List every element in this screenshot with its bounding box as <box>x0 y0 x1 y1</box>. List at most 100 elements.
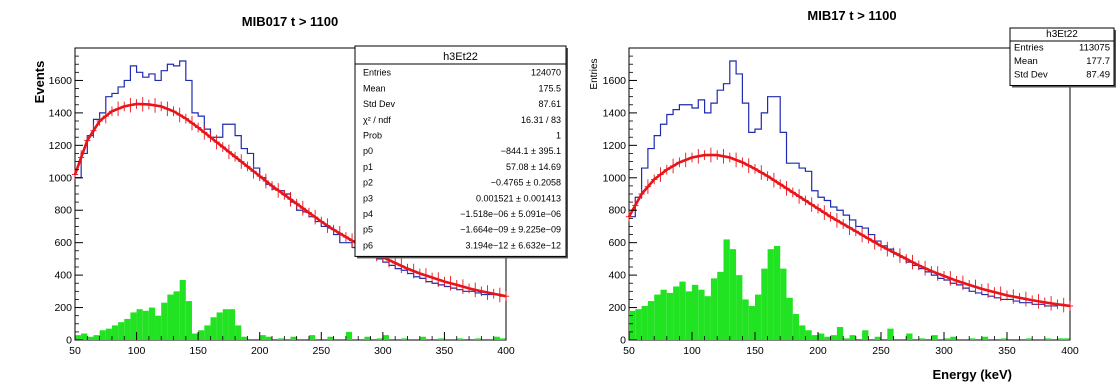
green-bar <box>981 336 989 340</box>
x-tick-label: 50 <box>69 345 81 357</box>
green-bar <box>204 325 211 340</box>
y-tick-label: 0 <box>620 335 626 347</box>
green-bar <box>382 335 390 340</box>
stats-row-label: Std Dev <box>363 99 396 109</box>
green-bar <box>1000 338 1007 340</box>
stats-row-label: Std Dev <box>1014 70 1048 81</box>
stats-row-value: 3.194e−12 ± 6.632e−12 <box>465 240 561 250</box>
green-bar <box>874 336 881 340</box>
y-tick-label: 200 <box>608 302 626 314</box>
green-bar <box>736 275 743 340</box>
y-tick-label: 1600 <box>49 75 73 87</box>
green-bar <box>792 314 800 340</box>
green-bar <box>222 309 229 340</box>
green-bar <box>748 305 755 340</box>
green-bar <box>438 338 445 340</box>
green-bar <box>345 331 353 340</box>
red-fit-curve <box>73 102 507 298</box>
stats-row-label: p2 <box>363 178 373 188</box>
stats-row-label: p4 <box>363 209 373 219</box>
green-bar <box>161 302 168 340</box>
green-bar <box>93 335 100 340</box>
green-bar <box>148 307 156 340</box>
green-bar <box>118 322 125 340</box>
green-bar <box>836 327 844 340</box>
green-bar <box>679 281 686 340</box>
green-bar <box>105 328 112 340</box>
x-tick-label: 400 <box>1061 345 1079 357</box>
green-bar <box>259 335 266 340</box>
green-bar <box>308 335 316 340</box>
stats-row-value: −1.518e−06 ± 5.091e−06 <box>460 209 561 219</box>
green-bar <box>419 336 426 340</box>
green-bar <box>830 335 837 340</box>
green-bar <box>698 289 705 340</box>
stats-row-value: 0.001521 ± 0.001413 <box>476 193 561 203</box>
y-tick-label: 400 <box>608 270 626 282</box>
green-bar <box>944 338 951 340</box>
y-tick-label: 1600 <box>603 75 627 87</box>
y-axis-label: Entries <box>589 58 600 89</box>
chart-right: MIB17 t > 1100 Entries 50 100 150 200 250 300 35… <box>589 8 1116 357</box>
stats-row-label: χ² / ndf <box>363 115 391 125</box>
green-bar <box>717 271 724 340</box>
green-bar <box>191 333 199 340</box>
x-tick-label: 50 <box>623 345 635 357</box>
stats-row-label: Mean <box>1014 56 1038 67</box>
green-bar <box>130 312 137 340</box>
y-tick-label: 1200 <box>603 140 627 152</box>
stats-row-label: p3 <box>363 193 373 203</box>
stats-row-label: p6 <box>363 240 373 250</box>
green-bar <box>1044 338 1052 340</box>
x-tick-label: 150 <box>746 345 764 357</box>
green-bar <box>136 309 143 340</box>
green-bar <box>235 325 242 340</box>
green-bar <box>773 245 781 340</box>
green-bar <box>327 336 334 340</box>
green-bar <box>887 328 894 340</box>
x-tick-label: 250 <box>872 345 890 357</box>
y-tick-label: 800 <box>54 205 72 217</box>
stats-row-value: 175.5 <box>538 83 561 93</box>
y-tick-label: 200 <box>54 302 72 314</box>
x-tick-label: 100 <box>128 345 146 357</box>
green-bar <box>142 310 149 340</box>
green-bar <box>950 336 957 340</box>
green-bar <box>290 336 297 340</box>
green-bar <box>710 278 718 340</box>
green-bar <box>241 336 248 340</box>
x-tick-label: 150 <box>189 345 207 357</box>
green-bar <box>786 297 793 340</box>
green-bar <box>931 335 938 340</box>
y-tick-label: 800 <box>608 205 626 217</box>
chart-left: MIB017 t > 1100 50 100 150 200 250 300 350 400 0 2… <box>49 14 568 357</box>
green-bar <box>918 338 926 340</box>
stats-row-value: 177.7 <box>1086 56 1110 67</box>
green-bar <box>87 336 94 340</box>
green-bar <box>818 333 825 340</box>
stats-row-label: p0 <box>363 146 373 156</box>
green-bar <box>475 338 482 340</box>
green-bar <box>906 333 913 340</box>
y-tick-label: 1200 <box>49 140 73 152</box>
green-bar <box>111 325 119 340</box>
y-tick-label: 1400 <box>49 107 73 119</box>
green-bar <box>1025 338 1033 340</box>
x-tick-label: 200 <box>251 345 269 357</box>
green-bar <box>755 294 762 340</box>
green-bar <box>654 294 661 340</box>
green-bar <box>376 338 383 340</box>
stats-row-value: 16.31 / 83 <box>521 115 561 125</box>
y-tick-label: 400 <box>54 270 72 282</box>
green-bar <box>843 338 850 340</box>
green-bar <box>647 301 655 340</box>
stats-row-label: Mean <box>363 83 386 93</box>
x-tick-label: 350 <box>436 345 454 357</box>
green-bar <box>666 292 674 340</box>
stats-row-value: 113075 <box>1079 43 1110 54</box>
green-bar <box>1057 338 1064 340</box>
stats-row-label: Prob <box>363 131 382 141</box>
stats-row-label: p5 <box>363 225 373 235</box>
y-tick-label: 600 <box>608 237 626 249</box>
